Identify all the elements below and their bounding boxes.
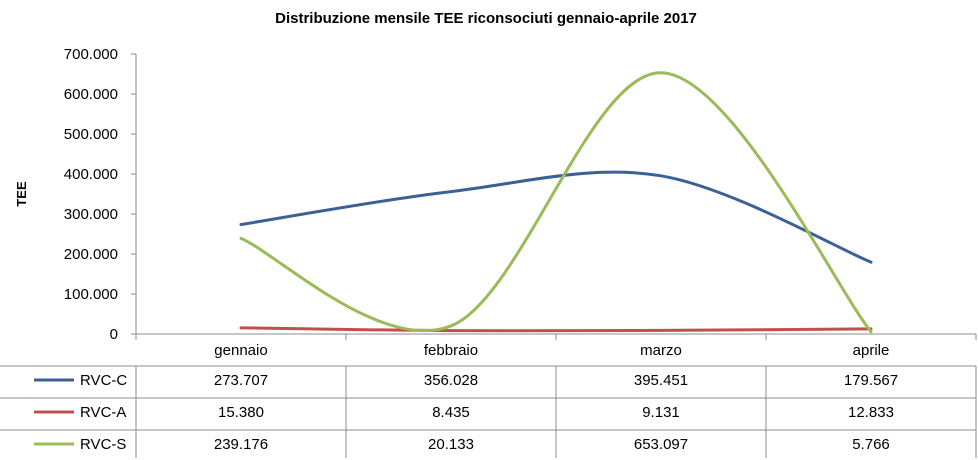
y-tick-label: 700.000 (64, 46, 118, 63)
legend-label: RVC-C (80, 372, 127, 389)
x-tick-label: marzo (640, 342, 682, 359)
series-line-rvc-s (239, 71, 873, 334)
legend-label: RVC-S (80, 436, 126, 453)
data-label: 8.435 (432, 404, 470, 421)
y-tick-label: 200.000 (64, 246, 118, 263)
y-tick-label: 400.000 (64, 166, 118, 183)
legend-label: RVC-A (80, 404, 126, 421)
data-table: gennaio febbraio marzo aprile RVC-C 273.707 35… (0, 342, 977, 458)
y-tick-labels: 0 100.000 200.000 300.000 400.000 500.000 600.… (64, 46, 118, 343)
chart-title: Distribuzione mensile TEE riconsociuti g… (275, 10, 697, 27)
y-tick-label: 600.000 (64, 86, 118, 103)
series-line-rvc-a (239, 326, 873, 333)
data-label: 273.707 (214, 372, 268, 389)
series-lines (239, 71, 873, 334)
data-label: 239.176 (214, 436, 268, 453)
data-label: 5.766 (852, 436, 890, 453)
data-label: 9.131 (642, 404, 680, 421)
y-tick-label: 500.000 (64, 126, 118, 143)
x-tick-label: febbraio (424, 342, 478, 359)
data-label: 356.028 (424, 372, 478, 389)
data-label: 395.451 (634, 372, 688, 389)
y-tick-label: 100.000 (64, 286, 118, 303)
y-axis-label: TEE (14, 181, 29, 207)
data-label: 653.097 (634, 436, 688, 453)
y-tick-label: 300.000 (64, 206, 118, 223)
axes (131, 53, 977, 340)
data-label: 15.380 (218, 404, 264, 421)
y-tick-label: 0 (110, 326, 118, 343)
data-label: 12.833 (848, 404, 894, 421)
data-label: 20.133 (428, 436, 474, 453)
series-line-rvc-c (239, 170, 873, 264)
x-tick-label: aprile (853, 342, 890, 359)
data-label: 179.567 (844, 372, 898, 389)
x-tick-label: gennaio (214, 342, 267, 359)
